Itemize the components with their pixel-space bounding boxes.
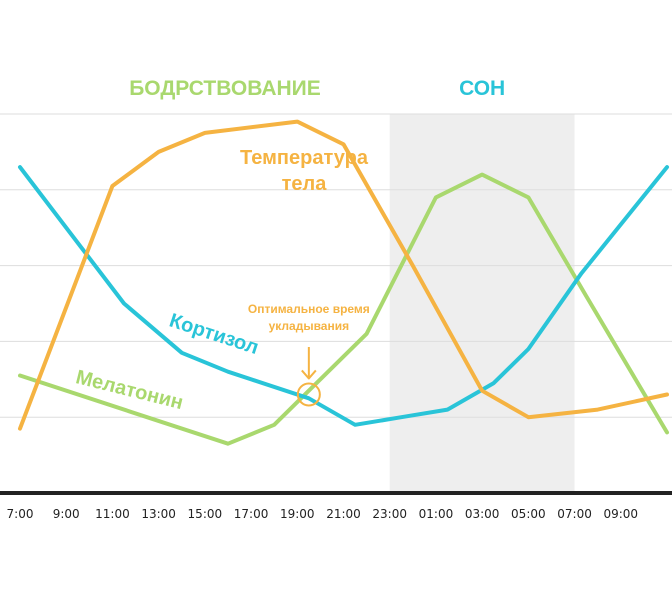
x-tick-label: 07:00 xyxy=(557,507,592,521)
x-tick-label: 21:00 xyxy=(326,507,361,521)
x-tick-label: 15:00 xyxy=(188,507,223,521)
x-tick-label: 13:00 xyxy=(141,507,176,521)
phase-label-awake: БОДРСТВОВАНИЕ xyxy=(129,77,321,100)
annotation-text-line2: укладывания xyxy=(269,319,350,333)
temperature-line xyxy=(18,119,669,431)
cortisol-line xyxy=(18,165,669,427)
temperature-label-line2: тела xyxy=(282,173,328,195)
phase-label-sleep: СОН xyxy=(459,77,505,100)
melatonin-line xyxy=(18,172,669,446)
annotation-text-line1: Оптимальное время xyxy=(248,302,370,316)
sleep-period-shade xyxy=(389,114,575,493)
x-tick-label: 9:00 xyxy=(53,507,80,521)
annotation-arrow-head xyxy=(301,369,317,380)
x-tick-label: 19:00 xyxy=(280,507,315,521)
x-tick-label: 05:00 xyxy=(511,507,546,521)
x-tick-label: 09:00 xyxy=(603,507,638,521)
x-tick-label: 03:00 xyxy=(465,507,500,521)
x-tick-label: 01:00 xyxy=(419,507,454,521)
melatonin-label: Мелатонин xyxy=(74,366,186,414)
x-tick-label: 7:00 xyxy=(7,507,34,521)
temperature-label-line1: Температура xyxy=(240,147,369,169)
x-tick-label: 23:00 xyxy=(372,507,407,521)
x-tick-label: 11:00 xyxy=(95,507,130,521)
annotation-circle xyxy=(296,382,321,407)
x-tick-label: 17:00 xyxy=(234,507,269,521)
